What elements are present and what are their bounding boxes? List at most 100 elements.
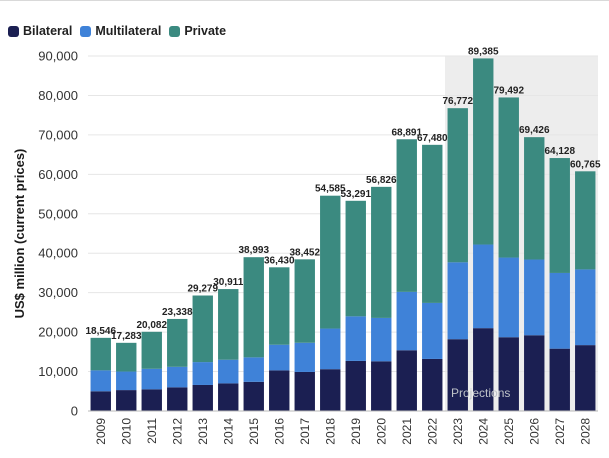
x-tick-label: 2009	[94, 418, 108, 445]
legend-swatch-multilateral	[80, 25, 92, 37]
bar-total-label: 64,128	[544, 146, 575, 157]
bar-total-label: 54,585	[315, 184, 346, 195]
bar-segment-bilateral	[243, 381, 264, 411]
y-tick-label: 80,000	[38, 88, 78, 103]
bar-segment-multilateral	[371, 317, 392, 362]
bar-segment-bilateral	[345, 360, 366, 411]
y-tick-label: 30,000	[38, 285, 78, 300]
bar-segment-multilateral	[218, 359, 239, 384]
bar-segment-bilateral	[192, 384, 213, 411]
bar-segment-private	[192, 295, 213, 363]
x-tick-label: 2017	[298, 418, 312, 445]
bar-segment-multilateral	[116, 371, 137, 391]
bar-segment-multilateral	[294, 342, 315, 372]
bar-segment-multilateral	[549, 272, 570, 349]
legend-item-multilateral: Multilateral	[80, 24, 161, 38]
legend-item-bilateral: Bilateral	[8, 24, 72, 38]
bar-segment-private	[167, 318, 188, 367]
bar-total-label: 69,426	[519, 125, 550, 136]
x-tick-label: 2020	[374, 418, 388, 445]
x-tick-label: 2028	[578, 418, 592, 445]
bar-segment-multilateral	[422, 302, 443, 359]
bar-total-label: 56,826	[366, 175, 397, 186]
bar-total-label: 36,430	[264, 255, 295, 266]
bar-segment-bilateral	[116, 390, 137, 411]
x-tick-label: 2018	[323, 418, 337, 445]
bar-segment-private	[320, 195, 341, 329]
x-tick-label: 2015	[247, 418, 261, 445]
bar-total-label: 20,082	[136, 320, 167, 331]
x-tick-label: 2022	[425, 418, 439, 445]
y-tick-label: 40,000	[38, 246, 78, 261]
bar-segment-multilateral	[320, 328, 341, 370]
y-tick-label: 20,000	[38, 325, 78, 340]
x-tick-label: 2014	[221, 418, 235, 445]
bar-segment-bilateral	[218, 383, 239, 411]
bar-segment-multilateral	[167, 366, 188, 388]
bar-segment-private	[396, 139, 417, 292]
bar-segment-multilateral	[243, 357, 264, 382]
bar-segment-bilateral	[320, 369, 341, 411]
bar-total-label: 67,480	[417, 133, 448, 144]
bar-segment-bilateral	[498, 337, 519, 411]
bar-total-label: 60,765	[570, 159, 601, 170]
bar-total-label: 23,338	[162, 307, 193, 318]
x-tick-label: 2021	[400, 418, 414, 445]
projection-region	[445, 56, 598, 411]
bar-segment-multilateral	[141, 368, 162, 390]
bar-segment-bilateral	[575, 345, 596, 411]
bar-segment-multilateral	[345, 316, 366, 361]
bar-total-label: 68,891	[391, 127, 422, 138]
bar-segment-private	[116, 342, 137, 372]
legend-label-bilateral: Bilateral	[23, 24, 73, 38]
bar-segment-multilateral	[192, 362, 213, 385]
bar-segment-multilateral	[90, 370, 111, 392]
x-tick-label: 2023	[451, 418, 465, 445]
bar-segment-private	[141, 331, 162, 369]
bar-segment-private	[90, 337, 111, 371]
bar-segment-private	[269, 267, 290, 345]
x-tick-label: 2012	[170, 418, 184, 445]
x-tick-label: 2024	[476, 418, 490, 445]
legend-label-multilateral: Multilateral	[95, 24, 162, 38]
y-tick-label: 10,000	[38, 364, 78, 379]
chart-legend: Bilateral Multilateral Private	[8, 24, 234, 38]
bar-total-label: 38,993	[238, 245, 269, 256]
bar-segment-private	[524, 137, 545, 260]
bar-segment-multilateral	[473, 244, 494, 329]
x-tick-label: 2027	[553, 418, 567, 445]
bar-segment-multilateral	[447, 262, 468, 340]
bar-total-label: 18,546	[85, 326, 116, 337]
bar-segment-private	[447, 108, 468, 263]
bar-segment-private	[218, 289, 239, 360]
bar-segment-bilateral	[371, 361, 392, 411]
bar-segment-private	[243, 257, 264, 358]
x-tick-label: 2026	[527, 418, 541, 445]
x-tick-label: 2016	[272, 418, 286, 445]
y-tick-label: 50,000	[38, 206, 78, 221]
bar-segment-bilateral	[447, 339, 468, 411]
bar-segment-multilateral	[269, 344, 290, 371]
bar-segment-multilateral	[498, 257, 519, 338]
bar-total-label: 29,279	[187, 284, 218, 295]
bar-segment-bilateral	[294, 371, 315, 411]
bar-segment-private	[473, 58, 494, 245]
x-tick-label: 2019	[349, 418, 363, 445]
bar-segment-private	[549, 158, 570, 273]
bar-total-label: 53,291	[340, 189, 371, 200]
legend-swatch-private	[169, 25, 181, 37]
bar-segment-bilateral	[473, 328, 494, 411]
bar-segment-bilateral	[90, 391, 111, 411]
y-tick-label: 70,000	[38, 127, 78, 142]
bar-segment-bilateral	[422, 358, 443, 411]
bar-segment-private	[345, 200, 366, 317]
bar-segment-private	[575, 171, 596, 270]
bar-segment-bilateral	[141, 389, 162, 411]
legend-label-private: Private	[184, 24, 227, 38]
x-tick-label: 2025	[502, 418, 516, 445]
bar-segment-private	[498, 97, 519, 258]
bar-segment-multilateral	[575, 269, 596, 346]
bar-total-label: 76,772	[442, 96, 473, 107]
bar-total-label: 38,452	[289, 247, 320, 258]
bar-segment-private	[371, 186, 392, 318]
